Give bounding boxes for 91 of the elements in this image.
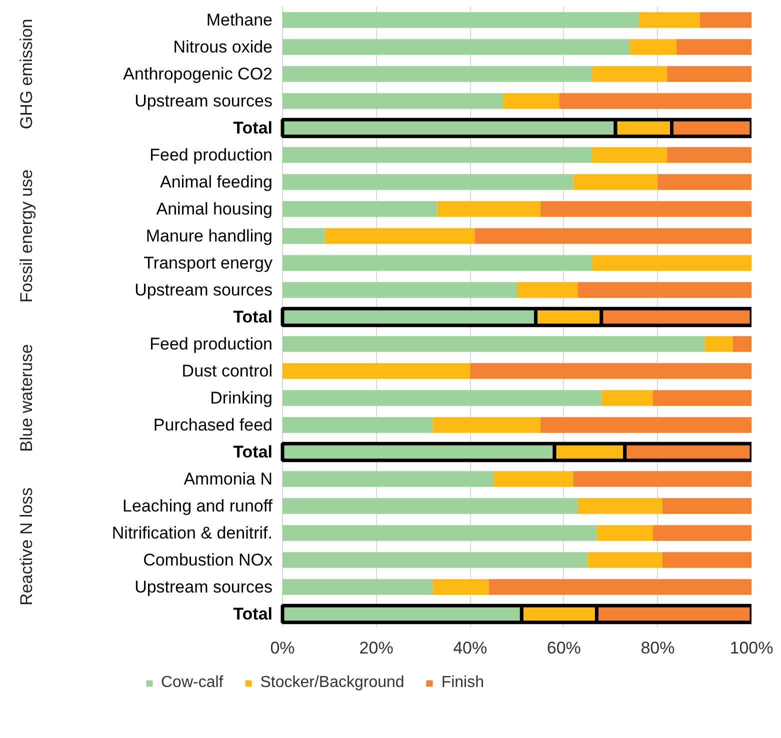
y-tick-label: Animal feeding	[160, 172, 273, 192]
bar	[653, 390, 752, 406]
bar	[437, 201, 540, 217]
y-tick-label: Animal housing	[156, 200, 273, 218]
bar	[592, 255, 752, 271]
y-tick-label: Combustion NOx	[143, 550, 273, 570]
bar	[282, 579, 433, 595]
bar	[282, 147, 592, 163]
text: Reactive N loss	[17, 487, 36, 606]
bar	[540, 201, 752, 217]
text: Fossil energy use	[17, 169, 36, 303]
bar	[592, 66, 668, 82]
bar	[282, 525, 597, 541]
y-tick-label: Upstream sources	[134, 92, 273, 110]
bar	[578, 282, 752, 298]
y-tick-label: Transport energy	[144, 254, 273, 272]
bar	[658, 174, 752, 190]
bar	[282, 12, 639, 28]
bar	[282, 174, 574, 190]
bar	[282, 552, 588, 568]
y-tick-label: Drinking	[210, 388, 273, 408]
bar	[662, 498, 752, 514]
y-tick-label: Total	[233, 442, 273, 462]
bar	[573, 174, 658, 190]
bar	[474, 228, 752, 244]
bar	[282, 282, 517, 298]
x-tick-label: 100%	[730, 638, 774, 658]
bar	[578, 498, 662, 514]
legend-label: Cow-calf	[161, 674, 224, 692]
bar	[667, 147, 752, 163]
bar	[653, 525, 752, 541]
bar	[282, 390, 602, 406]
bar	[282, 255, 592, 271]
bar	[282, 66, 592, 82]
bar	[282, 39, 630, 55]
bar	[432, 417, 540, 433]
bar	[324, 228, 475, 244]
text: GHG emission	[17, 18, 36, 130]
bar	[282, 363, 470, 379]
legend-label: Stocker/Background	[260, 674, 404, 692]
bar	[494, 471, 574, 487]
bar	[601, 390, 654, 406]
bar	[587, 552, 662, 568]
y-tick-label: Feed production	[150, 146, 273, 164]
bar	[704, 336, 733, 352]
bar	[596, 525, 654, 541]
bar	[282, 417, 433, 433]
bar	[488, 579, 752, 595]
bar	[502, 93, 560, 109]
bar	[517, 282, 578, 298]
text: Blue wateruse	[17, 344, 36, 452]
bar	[732, 336, 752, 352]
bar	[559, 93, 752, 109]
y-tick-label: Total	[233, 308, 273, 326]
y-tick-label: Upstream sources	[134, 578, 273, 596]
y-tick-label: Manure handling	[146, 226, 273, 246]
y-tick-label: Purchased feed	[153, 416, 273, 434]
bar	[282, 228, 325, 244]
bar	[630, 39, 676, 55]
x-tick-label: 60%	[546, 638, 581, 658]
bar	[432, 579, 489, 595]
bar	[282, 498, 578, 514]
y-tick-label: Upstream sources	[134, 280, 273, 300]
x-tick-label: 0%	[270, 638, 295, 658]
y-tick-label: Ammonia N	[184, 470, 273, 488]
bar	[667, 66, 752, 82]
bar	[282, 336, 705, 352]
bar	[540, 417, 752, 433]
y-tick-label: Leaching and runoff	[122, 496, 273, 516]
legend-label: Finish	[441, 674, 484, 692]
x-tick-label: 80%	[640, 638, 675, 658]
y-tick-label: Anthropogenic CO2	[123, 64, 273, 84]
y-tick-label: Feed production	[150, 334, 273, 354]
bar	[638, 12, 700, 28]
x-tick-label: 40%	[453, 638, 488, 658]
bar	[700, 12, 752, 28]
y-tick-label: Dust control	[182, 362, 272, 380]
bar	[573, 471, 752, 487]
y-tick-label: Nitrification & denitrif.	[112, 524, 273, 542]
y-tick-label: Methane	[206, 10, 273, 30]
bar	[662, 552, 752, 568]
y-tick-label: Total	[233, 604, 273, 624]
y-tick-label: Nitrous oxide	[173, 38, 273, 56]
x-tick-label: 20%	[359, 638, 394, 658]
y-tick-label: Total	[233, 118, 273, 138]
bar	[282, 471, 494, 487]
bar	[676, 39, 752, 55]
bar	[282, 93, 503, 109]
bar	[282, 201, 438, 217]
bar	[592, 147, 668, 163]
bar	[470, 363, 752, 379]
